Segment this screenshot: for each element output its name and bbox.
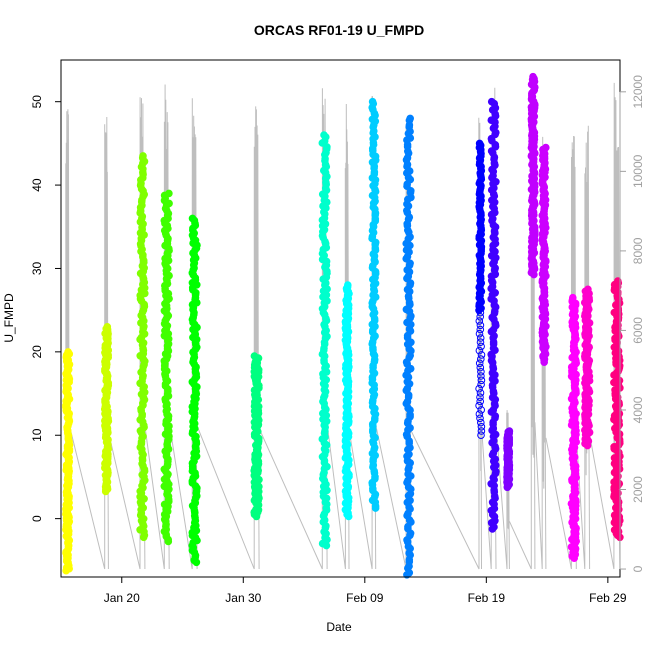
data-point	[476, 334, 485, 342]
x-axis-label: Date	[326, 620, 352, 634]
data-point	[192, 558, 201, 567]
data-point	[344, 512, 353, 521]
data-point	[475, 359, 484, 368]
y-tick-label-6: 50	[30, 95, 44, 109]
data-point	[476, 338, 485, 347]
data-point	[477, 431, 485, 440]
y-tick-label-5: 40	[30, 178, 44, 192]
data-point	[583, 441, 592, 450]
series-13	[503, 427, 514, 492]
x-tick-label-3: Feb 09	[346, 591, 384, 605]
data-point	[477, 380, 485, 389]
data-point	[530, 270, 538, 279]
data-point	[139, 533, 148, 542]
x-tick-label-1: Jan 20	[104, 591, 140, 605]
y2-tick-label-4: 6000	[631, 317, 645, 344]
series-18	[610, 277, 624, 542]
series-6	[250, 352, 263, 521]
data-point	[101, 487, 110, 496]
data-point	[475, 329, 484, 338]
data-point	[475, 384, 483, 393]
data-point	[477, 355, 485, 363]
series-5	[188, 214, 201, 567]
data-point	[475, 410, 484, 418]
y2-axis: 0 2000 4000 6000 8000 10000 12000	[619, 75, 645, 572]
chart-title: ORCAS RF01-19 U_FMPD	[254, 22, 424, 38]
series-4	[160, 189, 173, 546]
data-point	[503, 483, 512, 492]
y2-tick-label-3: 4000	[631, 396, 645, 423]
y-axis-label: U_FMPD	[2, 293, 16, 343]
data-point	[477, 351, 486, 359]
data-point	[476, 308, 485, 317]
data-point	[477, 372, 485, 380]
y2-tick-label-1: 0	[631, 565, 645, 572]
data-point	[475, 317, 484, 325]
data-point	[476, 393, 484, 402]
data-points	[62, 72, 624, 579]
data-point	[322, 541, 331, 550]
y-tick-label-1: 0	[30, 515, 44, 522]
series-10	[402, 114, 415, 579]
series-14	[527, 72, 539, 279]
x-tick-label-2: Jan 30	[225, 591, 261, 605]
series-16	[567, 293, 581, 563]
x-tick-label-4: Feb 19	[468, 591, 506, 605]
altitude-line-1	[65, 109, 70, 570]
data-point	[62, 566, 70, 575]
data-point	[476, 321, 485, 330]
series-11	[475, 139, 486, 440]
data-point	[403, 571, 411, 579]
y-axis: 0 10 20 30 40 50	[30, 95, 61, 522]
data-point	[476, 363, 485, 372]
data-point	[476, 325, 485, 334]
y2-tick-label-5: 8000	[631, 237, 645, 264]
altitude-line-6	[196, 106, 260, 570]
data-point	[477, 423, 486, 431]
y-tick-label-2: 10	[30, 428, 44, 442]
altitude-line-17	[575, 125, 591, 570]
y2-tick-label-7: 12000	[631, 75, 645, 109]
data-point	[475, 346, 484, 355]
y2-tick-label-2: 2000	[631, 476, 645, 503]
y-tick-label-3: 20	[30, 345, 44, 359]
series-2	[101, 323, 113, 496]
series-1	[62, 348, 74, 575]
series-7	[318, 131, 331, 550]
series-3	[136, 152, 149, 542]
data-point	[477, 427, 486, 435]
data-point	[477, 418, 485, 427]
series-15	[538, 143, 550, 367]
data-point	[164, 537, 173, 546]
series-8	[341, 281, 353, 521]
altitude-line-7	[258, 88, 328, 570]
y2-tick-label-6: 10000	[631, 154, 645, 188]
data-point	[476, 389, 485, 397]
data-point	[476, 313, 485, 321]
data-point	[476, 397, 485, 406]
data-point	[540, 358, 549, 367]
data-point	[475, 401, 483, 410]
data-point	[371, 504, 380, 512]
data-point	[477, 342, 485, 351]
altitude-line-11	[410, 117, 482, 570]
data-point	[488, 525, 497, 533]
data-point	[570, 554, 579, 563]
series-9	[368, 97, 380, 512]
data-point	[252, 512, 261, 521]
y-tick-label-4: 30	[30, 261, 44, 275]
series-17	[581, 285, 594, 450]
data-point	[477, 376, 486, 385]
data-point	[477, 368, 485, 376]
series-12	[487, 97, 500, 533]
x-tick-label-5: Feb 29	[589, 591, 627, 605]
data-point	[477, 406, 486, 414]
data-point	[476, 414, 484, 423]
x-axis: Jan 20 Jan 30 Feb 09 Feb 19 Feb 29	[104, 577, 627, 605]
